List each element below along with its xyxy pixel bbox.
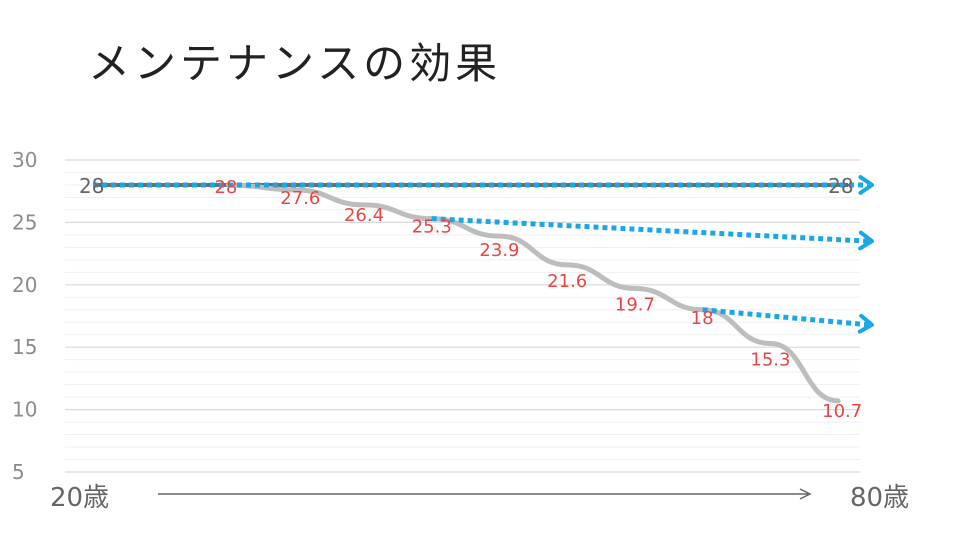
- data-label: 15.3: [750, 349, 790, 370]
- data-label: 28: [828, 174, 853, 198]
- data-label: 27.6: [280, 188, 320, 209]
- y-tick-label: 15: [12, 335, 37, 359]
- trend-arrow-head: [858, 175, 874, 195]
- trend-arrow-line: [702, 307, 869, 328]
- x-axis-arrow-head: [799, 488, 812, 500]
- gridlines: [65, 159, 860, 473]
- chart-title: メンテナンスの効果: [88, 39, 502, 88]
- trend-arrow-line: [431, 216, 869, 244]
- y-tick-label: 30: [12, 148, 37, 172]
- y-tick-label: 10: [12, 398, 37, 422]
- trend-arrows: [93, 175, 874, 334]
- data-label: 28: [79, 174, 104, 198]
- decline-series-line: [225, 182, 841, 404]
- y-tick-label: 5: [12, 460, 25, 484]
- y-tick-label: 20: [12, 273, 37, 297]
- data-label: 18: [691, 308, 714, 329]
- y-axis-ticks: 30 25 20 15 10 5: [12, 148, 37, 484]
- y-tick-label: 25: [12, 210, 37, 234]
- x-start-label: 20歳: [50, 483, 109, 513]
- series-lines: [93, 182, 849, 404]
- data-label: 26.4: [344, 205, 384, 226]
- x-end-label: 80歳: [850, 483, 909, 513]
- trend-arrow-head: [857, 313, 874, 334]
- x-axis: 20歳 80歳: [50, 483, 909, 513]
- trend-arrow-head: [858, 230, 874, 251]
- data-label: 23.9: [479, 240, 519, 261]
- data-label: 10.7: [822, 401, 862, 422]
- data-label: 21.6: [547, 271, 587, 292]
- data-label: 19.7: [615, 295, 655, 316]
- data-label: 28: [214, 177, 237, 198]
- data-label: 25.3: [412, 217, 452, 238]
- data-labels: 28 28 27.6 26.4 25.3 23.9 21.6 19.7 18 15.3 10.7 28: [79, 174, 862, 422]
